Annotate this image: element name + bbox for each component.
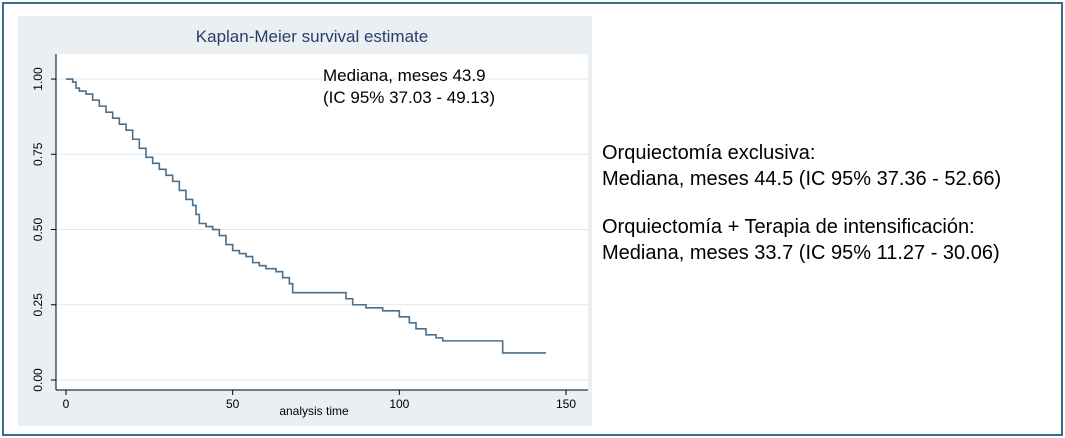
stat-heading: Orquiectomía exclusiva: <box>602 142 816 164</box>
y-tick-label: 0.00 <box>31 368 45 392</box>
axes: 0.00 0.25 0.50 0.75 1.00 0 50 100 150 <box>31 54 588 411</box>
chart-panel: Kaplan-Meier survival estimate 0.00 0.25 0… <box>18 16 592 426</box>
x-tick-label: 50 <box>226 397 240 411</box>
plot-area <box>56 54 588 390</box>
y-tick-label: 0.50 <box>31 218 45 242</box>
stat-block-intensificacion: Orquiectomía + Terapia de intensificació… <box>602 214 1062 266</box>
x-tick-label: 150 <box>556 397 576 411</box>
y-tick-label: 1.00 <box>31 67 45 91</box>
annotation-ci: (IC 95% 37.03 - 49.13) <box>323 88 495 107</box>
stat-block-orquiectomia: Orquiectomía exclusiva: Mediana, meses 4… <box>602 140 1062 192</box>
x-axis-label: analysis time <box>279 404 349 418</box>
stat-median: Mediana, meses 33.7 (IC 95% 11.27 - 30.0… <box>602 242 1000 264</box>
x-tick-label: 0 <box>63 397 70 411</box>
chart-title: Kaplan-Meier survival estimate <box>196 27 428 46</box>
series-layer <box>66 78 546 354</box>
kaplan-meier-chart: Kaplan-Meier survival estimate 0.000.250… <box>31 27 588 418</box>
y-tick-label: 0.75 <box>31 142 45 166</box>
stat-heading: Orquiectomía + Terapia de intensificació… <box>602 216 975 238</box>
x-tick-label: 100 <box>389 397 409 411</box>
survival-curve <box>66 78 546 354</box>
y-tick-label: 0.25 <box>31 293 45 317</box>
annotation-median: Mediana, meses 43.9 <box>323 66 486 85</box>
stat-median: Mediana, meses 44.5 (IC 95% 37.36 - 52.6… <box>602 168 1002 190</box>
grid-lines <box>56 78 588 381</box>
